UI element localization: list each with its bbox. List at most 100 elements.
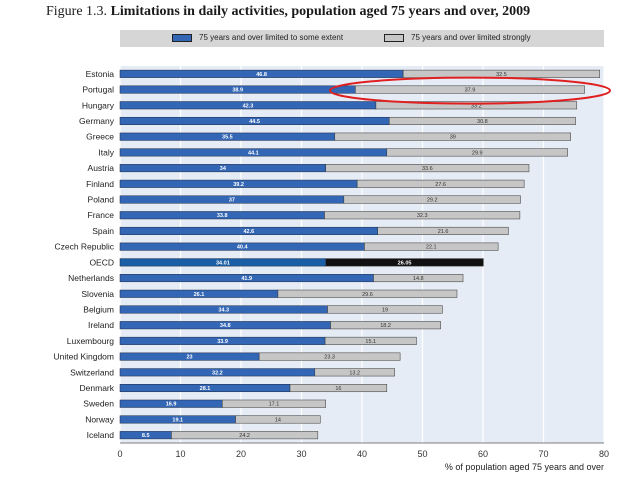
data-label-strongly: 30.8 <box>477 119 488 125</box>
legend-label-strongly: 75 years and over limited strongly <box>411 33 531 42</box>
category-label: Greece <box>86 132 114 142</box>
category-label: Estonia <box>86 69 115 79</box>
data-label-some-extent: 42.3 <box>243 103 254 109</box>
category-label: United Kingdom <box>54 352 114 362</box>
category-label: Luxembourg <box>67 336 115 346</box>
figure-number: Figure 1.3. <box>46 4 111 19</box>
bar-strongly <box>289 384 388 393</box>
x-tick-label: 20 <box>236 449 246 459</box>
x-axis-title: % of population aged 75 years and over <box>445 462 604 472</box>
x-tick-label: 70 <box>538 449 548 459</box>
category-label: Italy <box>98 147 114 157</box>
bar-strongly <box>364 242 499 251</box>
data-label-some-extent: 35.5 <box>222 135 233 141</box>
data-label-strongly: 32.5 <box>496 72 507 78</box>
category-label: OECD <box>89 257 114 267</box>
data-label-some-extent: 19.1 <box>172 417 183 423</box>
data-label-some-extent: 42.6 <box>244 229 255 235</box>
bar-strongly <box>324 336 417 345</box>
bar-strongly <box>324 211 521 220</box>
chart-legend: 75 years and over limited to some extent… <box>120 30 604 47</box>
category-label: Norway <box>85 414 115 424</box>
legend-item-some-extent: 75 years and over limited to some extent <box>172 33 343 42</box>
x-tick-label: 30 <box>296 449 306 459</box>
bar-strongly <box>334 132 571 141</box>
bar-strongly <box>388 116 576 125</box>
data-label-some-extent: 33.8 <box>217 213 228 219</box>
bar-strongly <box>314 368 395 377</box>
data-label-some-extent: 33.9 <box>217 339 228 345</box>
data-label-strongly: 17.1 <box>269 402 280 408</box>
data-label-some-extent: 41.9 <box>241 276 252 282</box>
data-label-strongly: 26.05 <box>398 260 412 266</box>
data-label-some-extent: 16.9 <box>166 402 177 408</box>
bar-strongly <box>277 289 458 298</box>
bar-strongly <box>325 258 484 267</box>
data-label-strongly: 19 <box>382 307 388 313</box>
category-label: Switzerland <box>70 367 114 377</box>
data-label-strongly: 18.2 <box>380 323 391 329</box>
data-label-some-extent: 26.1 <box>194 292 205 298</box>
legend-item-strongly: 75 years and over limited strongly <box>384 33 531 42</box>
x-tick-label: 60 <box>478 449 488 459</box>
data-label-strongly: 13.2 <box>349 370 360 376</box>
bar-strongly <box>325 164 530 173</box>
highlight-ellipse <box>329 76 611 105</box>
category-label: Ireland <box>88 320 114 330</box>
data-label-strongly: 27.6 <box>435 182 446 188</box>
figure-title: Figure 1.3. Limitations in daily activit… <box>46 4 530 20</box>
data-label-strongly: 21.6 <box>438 229 449 235</box>
bar-strongly <box>377 226 509 235</box>
data-label-strongly: 14 <box>275 417 281 423</box>
x-tick-label: 50 <box>417 449 427 459</box>
category-label: Finland <box>86 179 114 189</box>
bar-strongly <box>258 352 401 361</box>
category-label: Iceland <box>87 430 115 440</box>
data-label-some-extent: 34.01 <box>216 260 230 266</box>
category-label: Belgium <box>83 304 114 314</box>
data-label-some-extent: 44.1 <box>248 150 259 156</box>
bar-strongly <box>355 85 585 94</box>
data-label-some-extent: 34 <box>220 166 227 172</box>
data-label-strongly: 29.9 <box>472 150 483 156</box>
bar-strongly <box>386 148 568 157</box>
data-label-strongly: 23.3 <box>324 355 335 361</box>
data-label-some-extent: 44.5 <box>249 119 260 125</box>
category-label: Spain <box>92 226 114 236</box>
x-tick-label: 80 <box>599 449 609 459</box>
data-label-strongly: 29.2 <box>427 198 438 204</box>
data-label-some-extent: 34.3 <box>218 307 229 313</box>
x-tick-label: 40 <box>357 449 367 459</box>
data-label-strongly: 14.8 <box>413 276 424 282</box>
category-label: Portugal <box>82 85 114 95</box>
data-label-some-extent: 39.2 <box>233 182 244 188</box>
data-label-some-extent: 34.8 <box>220 323 231 329</box>
category-label: Netherlands <box>68 273 114 283</box>
category-label: Slovenia <box>81 289 114 299</box>
bar-strongly <box>221 399 326 408</box>
data-label-some-extent: 28.1 <box>200 386 211 392</box>
data-label-some-extent: 37 <box>229 198 235 204</box>
bar-strongly <box>330 321 441 330</box>
legend-label-some-extent: 75 years and over limited to some extent <box>199 33 344 42</box>
legend-swatch-strongly <box>384 33 404 42</box>
data-label-some-extent: 32.2 <box>212 370 223 376</box>
category-label: Sweden <box>83 399 114 409</box>
data-label-strongly: 15.1 <box>365 339 376 345</box>
data-label-strongly: 33.2 <box>471 103 482 109</box>
bar-strongly <box>356 179 525 188</box>
category-label: Germany <box>79 116 115 126</box>
bar-strongly <box>375 101 578 110</box>
category-label: France <box>88 210 115 220</box>
data-label-some-extent: 8.5 <box>142 433 150 439</box>
data-label-strongly: 32.3 <box>417 213 428 219</box>
legend-swatch-some-extent <box>172 33 192 42</box>
data-label-some-extent: 23 <box>187 355 193 361</box>
data-label-strongly: 29.6 <box>362 292 373 298</box>
x-tick-label: 0 <box>117 449 122 459</box>
bar-strongly <box>343 195 521 204</box>
bar-strongly <box>373 274 464 283</box>
category-label: Austria <box>88 163 115 173</box>
figure-heading: Limitations in daily activities, populat… <box>110 4 531 19</box>
